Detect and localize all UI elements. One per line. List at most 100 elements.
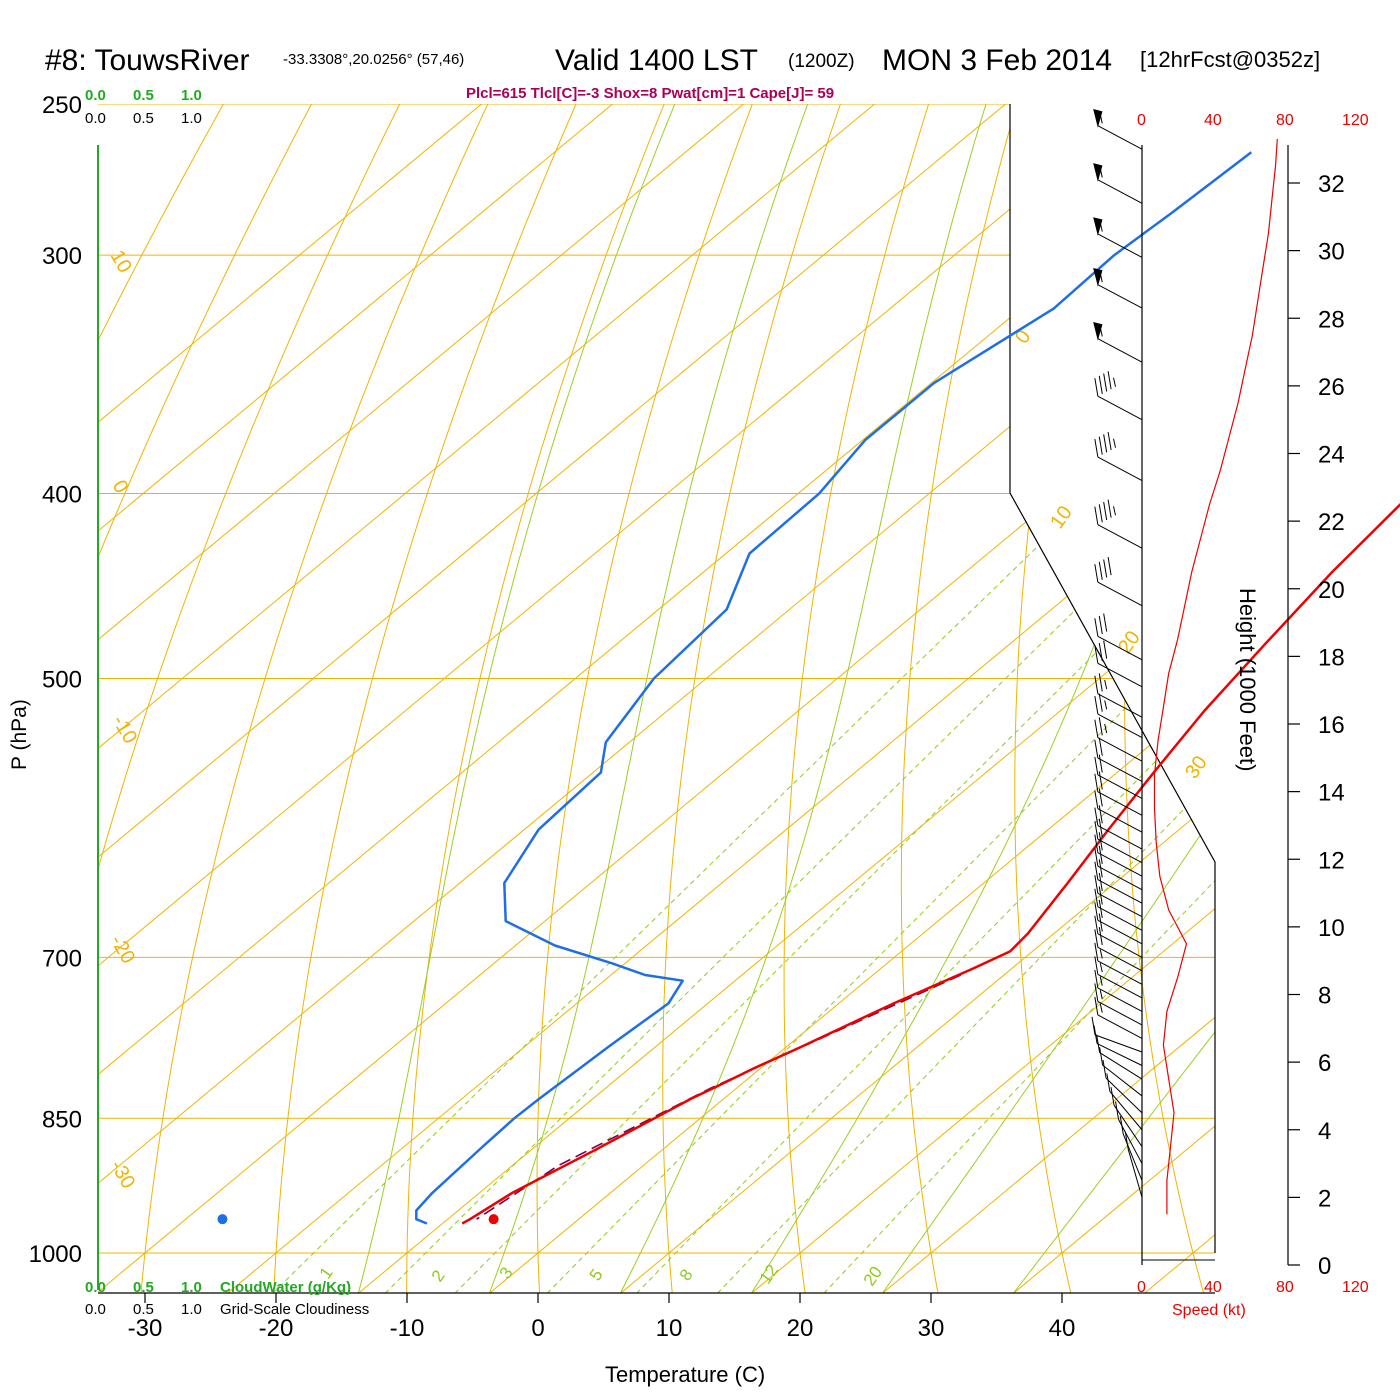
pressure-tick-label: 700 xyxy=(42,945,82,972)
wind-barb xyxy=(1094,859,1143,904)
mixing-ratio-label: 12 xyxy=(756,1261,782,1287)
wind-barb xyxy=(1093,1025,1143,1066)
height-tick-label: 22 xyxy=(1318,509,1345,536)
theta-label: 30 xyxy=(1181,752,1212,783)
top-cl-tick: 0.0 xyxy=(85,110,106,127)
isotherm xyxy=(750,104,1215,1293)
theta-label: 0 xyxy=(1011,326,1035,348)
wind-barb xyxy=(1093,163,1143,204)
isotherm xyxy=(98,104,1215,1293)
dry-adiabat xyxy=(662,104,853,1293)
wind-barb xyxy=(1094,771,1143,816)
mixing-ratio-label: 2 xyxy=(428,1267,449,1286)
pressure-tick-label: 300 xyxy=(42,243,82,270)
isotherm xyxy=(357,104,1215,1293)
wind-barb xyxy=(1124,1131,1143,1198)
wind-barb xyxy=(1119,1116,1143,1181)
height-tick-label: 6 xyxy=(1318,1050,1331,1077)
height-tick-label: 16 xyxy=(1318,712,1345,739)
isotherm xyxy=(98,104,1178,1293)
pressure-tick-label: 400 xyxy=(42,482,82,509)
height-axis-label: Height (1000 Feet) xyxy=(1235,588,1260,771)
mixing-ratio-line xyxy=(636,493,1215,1293)
bottom-cw-tick: 1.0 xyxy=(181,1279,202,1296)
pressure-tick-label: 850 xyxy=(42,1106,82,1133)
bottom-cloudwater-scale: 0.0 0.5 1.0 CloudWater (g/Kg) xyxy=(85,1279,351,1296)
wind-barb xyxy=(1094,431,1143,481)
theta-label: 10 xyxy=(1046,502,1077,533)
height-tick-label: 26 xyxy=(1318,374,1345,401)
forecast-date: MON 3 Feb 2014 xyxy=(882,44,1112,77)
temperature-trace xyxy=(461,502,1400,1225)
wind-barb xyxy=(1099,1047,1143,1097)
isotherm xyxy=(226,104,1215,1293)
isotherm xyxy=(98,104,1047,1293)
wind-barb xyxy=(1096,1034,1143,1080)
height-tick-label: 24 xyxy=(1318,442,1345,469)
speed-tick: 40 xyxy=(1204,1279,1222,1296)
speed-tick: 80 xyxy=(1276,1279,1294,1296)
temperature-axis: -30 -20 -10 0 10 20 30 40 xyxy=(98,1292,1215,1342)
temperature-tick-label: -20 xyxy=(259,1315,294,1342)
height-tick-label: 30 xyxy=(1318,239,1345,266)
wind-barb xyxy=(1094,640,1143,688)
top-cw-tick: 0.0 xyxy=(85,87,106,104)
bottom-cl-tick: 0.0 xyxy=(85,1301,106,1318)
top-cw-tick: 1.0 xyxy=(181,87,202,104)
temperature-tick-label: 20 xyxy=(787,1315,814,1342)
mixing-ratio-label: 8 xyxy=(676,1266,697,1285)
dry-adiabat xyxy=(1124,104,1205,1293)
temperature-tick-label: 10 xyxy=(656,1315,683,1342)
wind-barb xyxy=(1094,693,1143,738)
height-tick-label: 8 xyxy=(1318,983,1331,1010)
mixing-ratio-line xyxy=(384,493,1195,1293)
speed-tick: 0 xyxy=(1137,1279,1146,1296)
speed-axis-top: 0 40 80 120 xyxy=(1137,112,1369,129)
wind-barb xyxy=(1094,371,1143,421)
wind-barb xyxy=(1094,754,1143,799)
station-name: #8: TouwsRiver xyxy=(45,44,250,77)
forecast-hour: [12hrFcst@0352z] xyxy=(1140,47,1320,72)
theta-label: 10 xyxy=(106,247,136,277)
wind-barb xyxy=(1093,267,1143,309)
moist-adiabat xyxy=(750,104,1215,1293)
top-cl-tick: 1.0 xyxy=(181,110,202,127)
height-tick-label: 14 xyxy=(1318,780,1345,807)
pressure-axis-label: P (hPa) xyxy=(8,699,31,770)
dry-adiabat xyxy=(273,104,592,1293)
pressure-tick-label: 1000 xyxy=(29,1241,82,1268)
moist-adiabat xyxy=(488,104,815,1293)
wind-barb xyxy=(1094,805,1143,850)
speed-tick: 40 xyxy=(1204,112,1222,129)
height-tick-label: 32 xyxy=(1318,171,1345,198)
temperature-tick-label: 30 xyxy=(918,1315,945,1342)
wind-barb xyxy=(1115,1101,1143,1164)
isotherm xyxy=(98,104,654,1293)
theta-label: -30 xyxy=(106,1157,140,1193)
isotherm xyxy=(98,104,785,1293)
pressure-tick-label: 250 xyxy=(42,92,82,119)
station-coords: -33.3308°,20.0256° (57,46) xyxy=(283,51,464,68)
top-cloudwater-scale: 0.0 0.5 1.0 xyxy=(85,87,202,104)
top-cl-tick: 0.5 xyxy=(133,110,154,127)
temperature-axis-label: Temperature (C) xyxy=(605,1362,765,1387)
utc-time: (1200Z) xyxy=(788,51,855,72)
bottom-cw-tick: 0.5 xyxy=(133,1279,154,1296)
wind-speed-trace xyxy=(1153,138,1278,1215)
dry-adiabat xyxy=(783,104,940,1293)
dewpoint-trace xyxy=(415,151,1253,1225)
wind-barb xyxy=(1102,1060,1143,1114)
wind-panel xyxy=(1091,109,1278,1265)
top-cw-tick: 0.5 xyxy=(133,87,154,104)
temperature-tick-label: -30 xyxy=(128,1315,163,1342)
stability-indices: Plcl=615 Tlcl[C]=-3 Shox=8 Pwat[cm]=1 Ca… xyxy=(466,85,834,102)
isobar-lines xyxy=(98,104,1215,1254)
wind-barb xyxy=(1094,818,1143,864)
dry-adiabat xyxy=(900,104,1028,1293)
cloudwater-label: CloudWater (g/Kg) xyxy=(220,1279,351,1296)
bottom-cloudiness-scale: 0.0 0.5 1.0 Grid-Scale Cloudiness xyxy=(85,1301,369,1318)
wind-barb xyxy=(1094,983,1143,1026)
thermo-grid xyxy=(98,104,1215,1293)
